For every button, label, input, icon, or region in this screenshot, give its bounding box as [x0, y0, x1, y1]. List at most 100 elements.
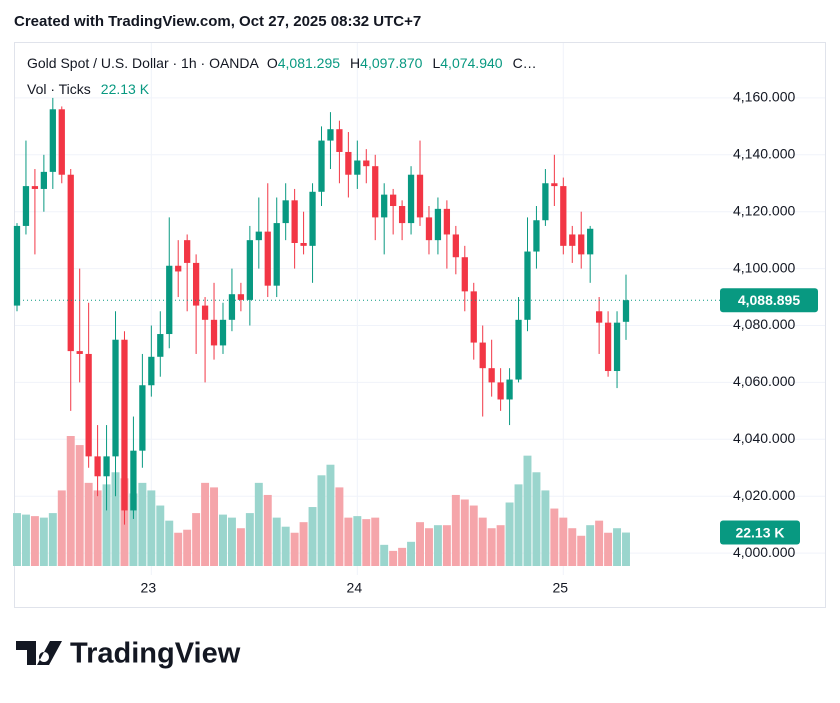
- candle-body: [425, 217, 433, 241]
- candle-body: [363, 160, 370, 167]
- candle-body: [604, 322, 612, 372]
- volume-bar: [550, 508, 559, 566]
- candle-body: [398, 206, 406, 224]
- candle-body: [506, 379, 513, 400]
- candle-body: [595, 311, 603, 323]
- candle-body: [157, 334, 164, 357]
- volume-bar: [532, 472, 541, 566]
- candle-body: [40, 171, 48, 189]
- candle-body: [237, 294, 245, 300]
- volume-bar: [398, 547, 407, 566]
- candle-body: [166, 265, 173, 335]
- x-tick-label: 24: [347, 580, 363, 596]
- volume-bar: [353, 516, 362, 566]
- volume-bar: [380, 544, 389, 566]
- volume-bar: [174, 532, 183, 566]
- candle-body: [390, 194, 397, 207]
- candle-body: [533, 220, 540, 252]
- volume-bar: [577, 535, 586, 566]
- candle-body: [542, 183, 549, 221]
- candle-body: [139, 385, 146, 451]
- candle-body: [327, 129, 334, 141]
- volume-title: Vol · Ticks: [27, 81, 91, 97]
- y-tick-label: 4,140.000: [733, 146, 795, 162]
- volume-bar: [192, 513, 201, 566]
- candle-body: [67, 174, 74, 352]
- candle-body: [22, 186, 30, 226]
- ohlc-value: 4,081.295: [278, 55, 340, 71]
- candle-body: [58, 109, 65, 175]
- candle-body: [470, 291, 477, 343]
- volume-bar: [290, 532, 299, 566]
- volume-bar: [30, 516, 39, 566]
- volume-bar: [219, 514, 227, 566]
- volume-bar: [604, 532, 613, 566]
- ohlc-key: L: [432, 55, 440, 71]
- candle-body: [210, 319, 218, 346]
- volume-bar: [21, 514, 30, 566]
- candle-body: [103, 456, 110, 477]
- last-price-label: 4,088.895: [738, 292, 800, 308]
- ohlc-legend: O4,081.295 H4,097.870 L4,074.940 C…: [267, 55, 537, 71]
- volume-bar: [451, 494, 460, 566]
- volume-bar: [478, 517, 487, 566]
- candle-body: [13, 225, 21, 306]
- volume-bar: [93, 490, 102, 566]
- candle-body: [255, 231, 262, 241]
- y-tick-label: 4,000.000: [733, 544, 795, 560]
- volume-bar: [496, 525, 505, 566]
- candle-body: [461, 257, 468, 292]
- volume-bar: [236, 528, 245, 566]
- candle-body: [416, 174, 424, 218]
- candle-body: [246, 240, 253, 300]
- candle-body: [443, 208, 451, 235]
- volume-bar: [344, 517, 353, 566]
- y-tick-label: 4,100.000: [733, 259, 795, 275]
- candle-body: [479, 342, 486, 369]
- volume-bar: [469, 505, 478, 566]
- candle-body: [336, 129, 343, 152]
- ohlc-key: C…: [513, 55, 537, 71]
- candle-body: [407, 174, 415, 224]
- y-tick-label: 4,020.000: [733, 487, 795, 503]
- candle-body: [228, 294, 236, 320]
- ohlc-value: 4,097.870: [360, 55, 422, 71]
- candle-body: [497, 382, 504, 400]
- candle-body: [192, 262, 200, 306]
- volume-bar: [111, 472, 120, 566]
- volume-bar: [416, 522, 424, 566]
- volume-bar: [586, 525, 595, 566]
- volume-bar: [487, 528, 496, 566]
- candle-body: [309, 191, 316, 246]
- volume-box: [720, 520, 800, 545]
- y-tick-label: 4,080.000: [733, 316, 795, 332]
- candle-body: [291, 200, 298, 243]
- volume-bar: [362, 519, 371, 566]
- candle-body: [282, 200, 289, 224]
- volume-bar: [541, 490, 550, 566]
- volume-bar: [389, 550, 398, 566]
- volume-bar: [75, 445, 84, 566]
- volume-bar: [407, 541, 416, 566]
- volume-bar: [335, 487, 344, 566]
- volume-bar: [281, 526, 290, 566]
- volume-bar: [317, 475, 326, 566]
- volume-bar: [433, 525, 442, 566]
- candle-body: [318, 140, 325, 192]
- candle-body: [613, 322, 621, 372]
- volume-bar: [272, 517, 281, 566]
- volume-bar: [201, 482, 210, 566]
- candle-body: [121, 339, 128, 511]
- candle-body: [94, 456, 101, 477]
- x-tick-label: 23: [141, 580, 157, 596]
- candle-body: [130, 450, 137, 511]
- ohlc-key: O: [267, 55, 278, 71]
- volume-bar: [371, 517, 380, 566]
- volume-bar: [156, 505, 165, 566]
- volume-bar: [48, 513, 57, 566]
- volume-bar: [84, 482, 93, 566]
- volume-bar: [254, 482, 263, 566]
- volume-bar: [299, 522, 308, 566]
- ohlc-key: H: [350, 55, 360, 71]
- candle-body: [578, 234, 585, 255]
